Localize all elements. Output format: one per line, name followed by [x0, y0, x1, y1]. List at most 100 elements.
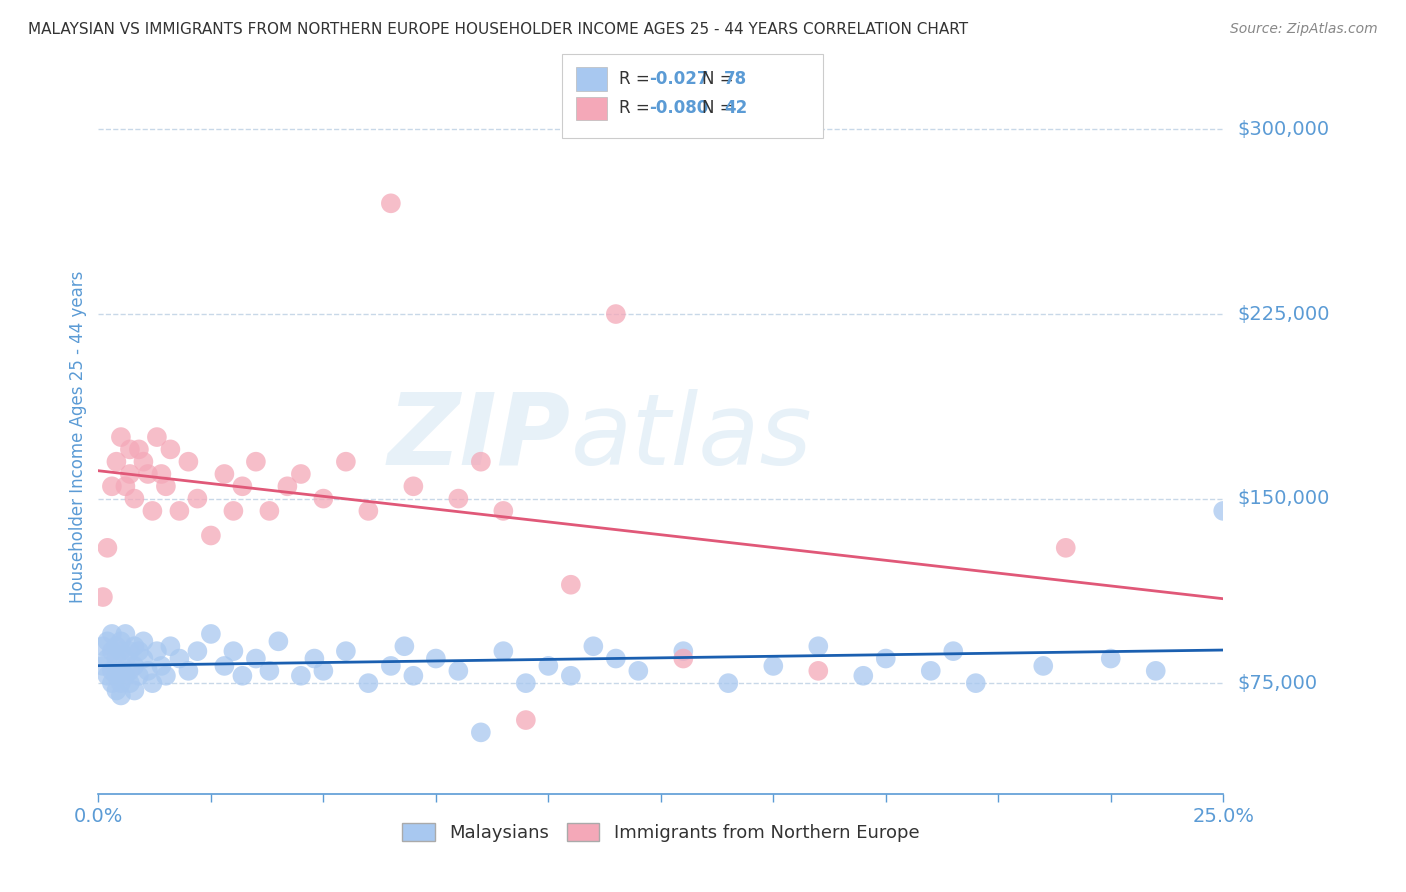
Point	[852, 669, 875, 683]
Point	[155, 479, 177, 493]
Point	[110, 664, 132, 678]
Point	[118, 467, 141, 481]
Point	[105, 455, 128, 469]
Point	[380, 196, 402, 211]
Point	[276, 479, 298, 493]
Point	[807, 639, 830, 653]
Point	[267, 634, 290, 648]
Point	[717, 676, 740, 690]
Point	[110, 634, 132, 648]
Point	[101, 479, 124, 493]
Point	[150, 659, 173, 673]
Point	[96, 669, 118, 683]
Point	[965, 676, 987, 690]
Point	[357, 504, 380, 518]
Point	[159, 639, 181, 653]
Point	[304, 651, 326, 665]
Point	[91, 659, 114, 673]
Point	[186, 644, 208, 658]
Point	[672, 651, 695, 665]
Point	[470, 725, 492, 739]
Point	[214, 659, 236, 673]
Point	[605, 307, 627, 321]
Point	[402, 479, 425, 493]
Point	[101, 676, 124, 690]
Point	[875, 651, 897, 665]
Point	[124, 491, 146, 506]
Point	[200, 627, 222, 641]
Text: ZIP: ZIP	[388, 389, 571, 485]
Point	[128, 644, 150, 658]
Point	[515, 713, 537, 727]
Point	[515, 676, 537, 690]
Point	[114, 627, 136, 641]
Text: $300,000: $300,000	[1237, 120, 1329, 139]
Point	[114, 651, 136, 665]
Point	[492, 504, 515, 518]
Point	[214, 467, 236, 481]
Point	[118, 664, 141, 678]
Point	[105, 683, 128, 698]
Point	[762, 659, 785, 673]
Point	[335, 455, 357, 469]
Point	[136, 467, 159, 481]
Point	[1099, 651, 1122, 665]
Point	[222, 644, 245, 658]
Point	[128, 669, 150, 683]
Point	[380, 659, 402, 673]
Point	[155, 669, 177, 683]
Point	[132, 651, 155, 665]
Point	[1054, 541, 1077, 555]
Point	[124, 683, 146, 698]
Text: R =: R =	[619, 70, 655, 88]
Point	[394, 639, 416, 653]
Point	[124, 659, 146, 673]
Point	[1032, 659, 1054, 673]
Point	[335, 644, 357, 658]
Point	[146, 430, 169, 444]
Point	[96, 541, 118, 555]
Point	[91, 639, 114, 653]
Point	[132, 634, 155, 648]
Point	[920, 664, 942, 678]
Point	[105, 639, 128, 653]
Text: Source: ZipAtlas.com: Source: ZipAtlas.com	[1230, 22, 1378, 37]
Point	[672, 644, 695, 658]
Text: $75,000: $75,000	[1237, 673, 1317, 693]
Point	[402, 669, 425, 683]
Point	[425, 651, 447, 665]
Point	[110, 676, 132, 690]
Point	[96, 634, 118, 648]
Point	[560, 578, 582, 592]
Point	[312, 664, 335, 678]
Text: N =: N =	[702, 99, 738, 118]
Point	[259, 504, 281, 518]
Point	[231, 669, 253, 683]
Point	[807, 664, 830, 678]
Point	[177, 455, 200, 469]
Point	[259, 664, 281, 678]
Point	[290, 467, 312, 481]
Text: 42: 42	[724, 99, 748, 118]
Text: MALAYSIAN VS IMMIGRANTS FROM NORTHERN EUROPE HOUSEHOLDER INCOME AGES 25 - 44 YEA: MALAYSIAN VS IMMIGRANTS FROM NORTHERN EU…	[28, 22, 969, 37]
Point	[114, 479, 136, 493]
Point	[312, 491, 335, 506]
Text: 78: 78	[724, 70, 747, 88]
Point	[942, 644, 965, 658]
Y-axis label: Householder Income Ages 25 - 44 years: Householder Income Ages 25 - 44 years	[69, 271, 87, 603]
Point	[132, 455, 155, 469]
Point	[245, 651, 267, 665]
Point	[96, 651, 118, 665]
Point	[110, 644, 132, 658]
Text: $150,000: $150,000	[1237, 489, 1330, 508]
Point	[110, 430, 132, 444]
Point	[447, 491, 470, 506]
Point	[141, 676, 163, 690]
Point	[470, 455, 492, 469]
Point	[150, 467, 173, 481]
Point	[582, 639, 605, 653]
Point	[118, 442, 141, 457]
Text: -0.027: -0.027	[650, 70, 709, 88]
Point	[146, 644, 169, 658]
Point	[186, 491, 208, 506]
